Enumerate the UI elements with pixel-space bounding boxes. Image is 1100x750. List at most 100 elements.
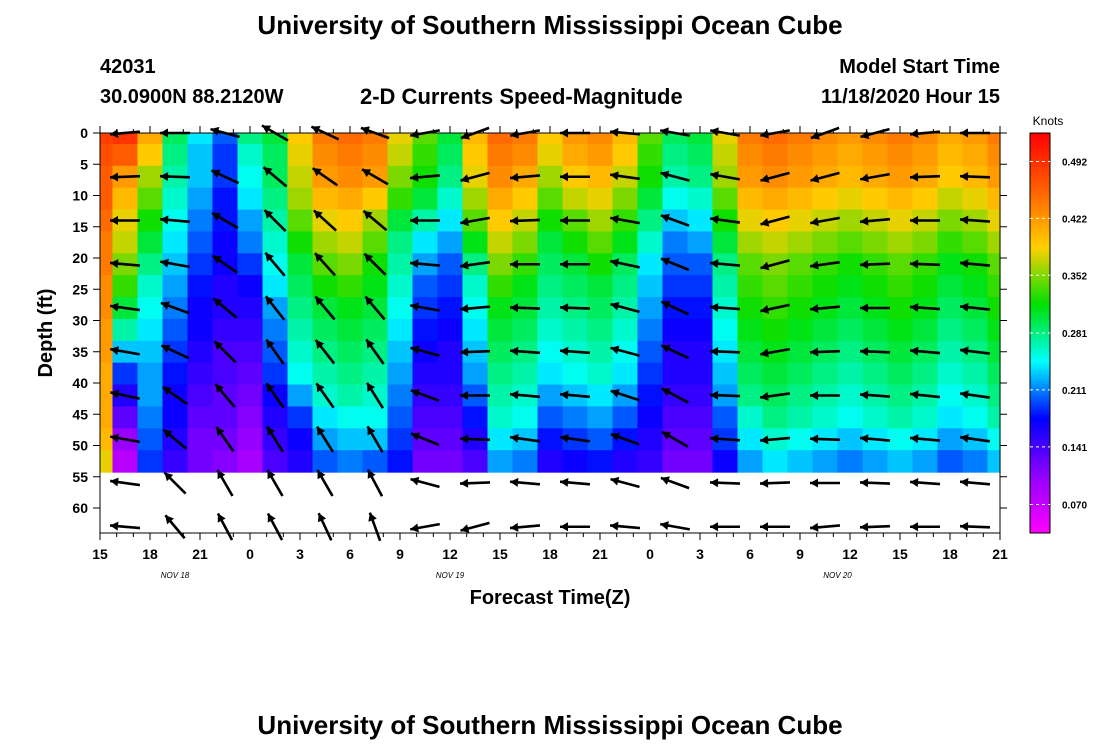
heatmap-cell: [437, 318, 464, 342]
y-tick-label: 40: [72, 375, 88, 391]
current-arrow: [760, 259, 790, 271]
heatmap-cell: [287, 275, 314, 298]
heatmap-cell: [287, 297, 314, 320]
heatmap-cell: [962, 275, 989, 298]
heatmap-cell: [662, 450, 689, 473]
heatmap-cell: [462, 133, 489, 145]
heatmap-cell: [137, 384, 164, 408]
heatmap-cell: [862, 406, 889, 429]
heatmap-cell: [637, 133, 664, 145]
heatmap-cell: [437, 428, 464, 451]
heatmap-cell: [637, 209, 664, 233]
x-date-label: NOV 18: [161, 571, 190, 580]
heatmap-cell: [887, 428, 914, 451]
heatmap-cell: [587, 384, 614, 408]
current-arrow: [311, 167, 339, 187]
heatmap-cell: [587, 450, 614, 473]
heatmap-cell: [337, 275, 364, 298]
heatmap-cell: [137, 297, 164, 320]
current-arrow: [212, 297, 238, 319]
current-arrow: [509, 477, 541, 487]
heatmap-cell: [387, 340, 414, 364]
heatmap-cell: [262, 187, 289, 211]
heatmap-cell: [312, 406, 339, 429]
heatmap-cell: [387, 253, 414, 276]
heatmap-cell: [837, 231, 864, 254]
model-start-label: Model Start Time: [839, 56, 1000, 78]
heatmap-cell: [362, 318, 389, 342]
heatmap-cell: [912, 275, 939, 298]
current-arrow: [859, 216, 891, 226]
station-id: 42031: [100, 56, 156, 78]
y-tick-label: 15: [72, 219, 88, 235]
current-arrow: [559, 477, 591, 487]
heatmap-cell: [437, 384, 464, 408]
heatmap-cell: [137, 362, 164, 386]
heatmap-cell: [687, 297, 714, 320]
current-arrow: [709, 215, 741, 224]
heatmap-cell: [187, 406, 214, 429]
heatmap-cell: [337, 362, 364, 386]
heatmap-cell: [737, 209, 764, 233]
heatmap-cell: [312, 450, 339, 473]
current-arrow: [560, 172, 590, 182]
current-arrow: [959, 215, 991, 225]
current-arrow: [559, 390, 591, 400]
heatmap-cell: [987, 450, 1001, 473]
heatmap-cell: [637, 318, 664, 342]
heatmap-cell: [287, 340, 314, 364]
heatmap-cell: [587, 187, 614, 211]
current-arrow: [759, 478, 791, 488]
heatmap-cell: [987, 275, 1001, 298]
current-arrow: [959, 522, 991, 532]
heatmap-cell: [887, 209, 914, 233]
x-tick-label: 12: [842, 546, 858, 562]
heatmap-cell: [137, 133, 164, 145]
current-arrow: [710, 522, 740, 532]
heatmap-cell: [937, 143, 964, 167]
heatmap-cell: [662, 133, 689, 145]
heatmap-cell: [387, 384, 414, 408]
heatmap-cell: [612, 143, 639, 167]
current-arrow: [215, 426, 235, 453]
y-tick-label: 0: [80, 125, 88, 141]
heatmap-cell: [987, 231, 1001, 254]
plot-title: 2-D Currents Speed-Magnitude: [360, 84, 683, 109]
heatmap-cell: [287, 406, 314, 429]
current-arrow: [660, 257, 690, 272]
heatmap-cell: [487, 253, 514, 276]
x-tick-label: 3: [696, 546, 704, 562]
x-tick-label: 15: [92, 546, 108, 562]
x-tick-label: 0: [246, 546, 254, 562]
heatmap-cell: [937, 165, 964, 189]
heatmap-cell: [437, 275, 464, 298]
heatmap-cell: [837, 165, 864, 189]
heatmap-cell: [787, 209, 814, 233]
heatmap-cell: [637, 143, 664, 167]
current-arrow: [109, 172, 141, 182]
heatmap-cell: [762, 143, 789, 167]
heatmap-cell: [462, 318, 489, 342]
heatmap-cell: [837, 143, 864, 167]
heatmap-cell: [737, 428, 764, 451]
heatmap-cell: [912, 406, 939, 429]
x-tick-label: 9: [796, 546, 804, 562]
heatmap-cell: [837, 384, 864, 408]
x-tick-label: 18: [142, 546, 158, 562]
current-arrow: [610, 389, 640, 402]
heatmap-cell: [387, 165, 414, 189]
heatmap-cell: [337, 297, 364, 320]
current-arrow: [460, 391, 490, 400]
heatmap-cell: [912, 187, 939, 211]
heatmap-cell: [787, 428, 814, 451]
current-arrow: [509, 303, 541, 313]
heatmap-cell: [637, 428, 664, 451]
current-arrow: [264, 295, 286, 321]
current-arrow: [909, 390, 941, 400]
heatmap-cell: [112, 406, 139, 429]
heatmap-cell: [237, 318, 264, 342]
heatmap-cell: [837, 318, 864, 342]
heatmap-cell: [100, 209, 114, 233]
heatmap-cell: [587, 209, 614, 233]
colorbar-title: Knots: [1033, 114, 1064, 128]
